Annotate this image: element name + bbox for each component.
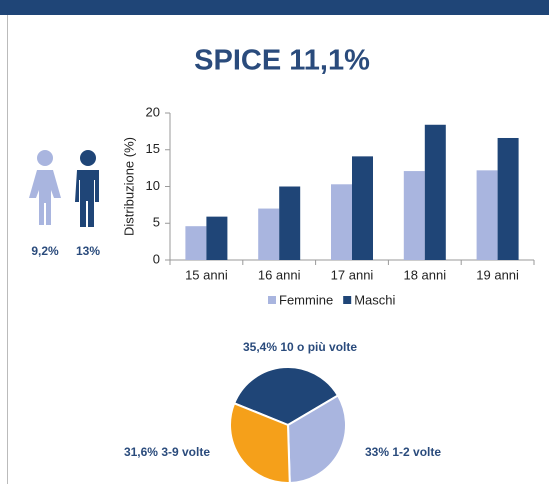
y-tick-label: 20 <box>146 104 160 119</box>
y-axis-label: Distribuzione (%) <box>121 137 136 236</box>
icon-body <box>29 170 61 225</box>
icon-body <box>75 170 99 227</box>
y-tick-label: 15 <box>146 141 160 156</box>
x-tick-label: 15 anni <box>185 267 228 282</box>
x-tick-label: 17 anni <box>331 267 374 282</box>
bar <box>279 186 301 260</box>
pie-label: 33% 1-2 volte <box>365 445 441 459</box>
gender-label: 9,2% <box>31 244 59 258</box>
x-tick-label: 19 anni <box>476 267 519 282</box>
legend-swatch <box>268 296 276 304</box>
bar <box>206 216 228 260</box>
bar <box>352 156 373 260</box>
y-tick-label: 0 <box>153 251 160 266</box>
legend-swatch <box>343 296 352 304</box>
pie-value-label: 33% <box>365 445 389 459</box>
title: SPICE 11,1% <box>194 45 370 77</box>
pie-category-label: 10 o più volte <box>280 340 357 354</box>
pie-slice <box>229 401 291 484</box>
icon-head <box>37 150 53 166</box>
pie-label: 31,6% 3-9 volte <box>124 445 210 459</box>
header-bar <box>0 0 549 15</box>
y-tick-label: 10 <box>146 178 160 193</box>
bar <box>497 137 519 260</box>
bar <box>403 171 425 260</box>
pie-value-label: 31,6% <box>124 445 158 459</box>
pie-value-label: 35,4% <box>243 340 277 354</box>
legend-label: Maschi <box>354 292 395 307</box>
x-tick-label: 18 anni <box>403 267 446 282</box>
y-tick-label: 5 <box>153 215 160 230</box>
bar <box>331 184 352 260</box>
bar <box>258 208 280 260</box>
bar <box>476 170 498 260</box>
gender-label: 13% <box>76 244 100 258</box>
bar <box>185 226 207 260</box>
icon-head <box>80 150 96 166</box>
legend-label: Femmine <box>279 292 333 307</box>
x-tick-label: 16 anni <box>258 267 301 282</box>
pie-slice <box>286 394 347 484</box>
pie-label: 35,4% 10 o più volte <box>243 340 357 354</box>
pie-category-label: 1-2 volte <box>392 445 441 459</box>
bar <box>424 124 446 260</box>
pie-category-label: 3-9 volte <box>161 445 210 459</box>
male-icon <box>75 150 99 227</box>
female-icon <box>29 150 61 225</box>
